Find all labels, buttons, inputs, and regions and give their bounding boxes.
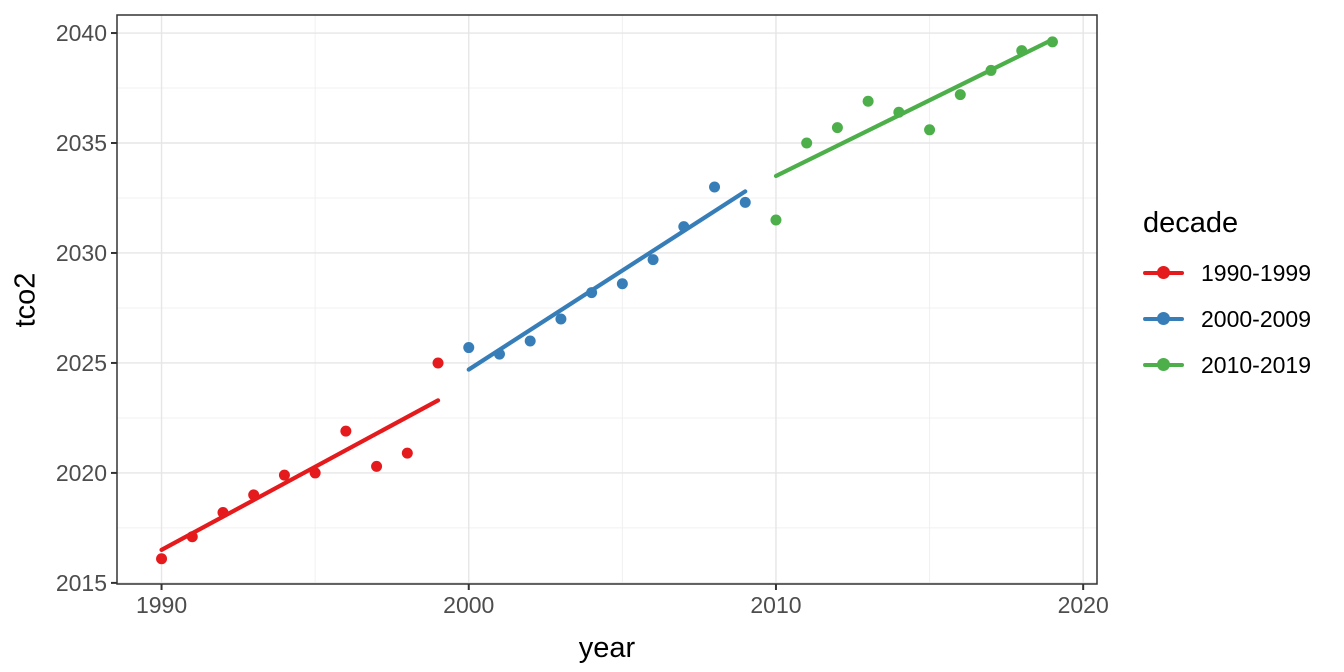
data-point [739,196,751,208]
data-point [555,313,567,325]
legend-key-dot [1157,358,1170,371]
x-tick-label: 2010 [750,592,801,618]
data-point [831,122,843,134]
y-tick-label: 2040 [56,20,107,46]
legend-item: 2000-2009 [1143,303,1311,335]
legend-title: decade [1143,207,1239,239]
panel-background [117,15,1097,584]
data-point [801,137,813,149]
y-axis-title: tco2 [9,272,42,328]
legend-label: 2010-2019 [1201,351,1311,378]
legend: decade 1990-1999 2000-2009 2010-2019 [1143,206,1311,395]
legend-key-line-dot-icon [1143,349,1184,381]
legend-item: 1990-1999 [1143,257,1311,289]
data-point [954,89,966,101]
data-point [647,254,659,266]
y-tick-label: 2025 [56,350,107,376]
legend-key-line-dot-icon [1143,303,1184,335]
panel-border [116,14,1098,585]
data-point [709,181,721,193]
data-point [340,425,352,437]
x-axis-title: year [578,632,636,664]
y-tick-label: 2035 [56,130,107,156]
data-point [401,447,413,459]
data-point [924,124,936,136]
trend-line [466,189,748,372]
trend-line [159,398,441,553]
data-point [278,469,290,481]
data-point [524,335,536,347]
legend-label: 1990-1999 [1201,259,1311,286]
legend-key-line-dot-icon [1143,257,1184,289]
legend-label: 2000-2009 [1201,305,1311,332]
trend-line [773,37,1055,179]
y-tick-label: 2020 [56,460,107,486]
y-tick-label: 2030 [56,240,107,266]
legend-key-dot [1157,312,1170,325]
data-point [371,460,383,472]
data-point [432,357,444,369]
data-point [616,278,628,290]
data-point [770,214,782,226]
data-point [862,95,874,107]
x-tick-label: 2020 [1058,592,1109,618]
legend-key-dot [1157,266,1170,279]
y-tick-label: 2015 [56,570,107,596]
legend-item: 2010-2019 [1143,349,1311,381]
data-point [463,342,475,354]
x-tick-label: 2000 [443,592,494,618]
x-tick-label: 1990 [136,592,187,618]
data-point [156,553,168,565]
